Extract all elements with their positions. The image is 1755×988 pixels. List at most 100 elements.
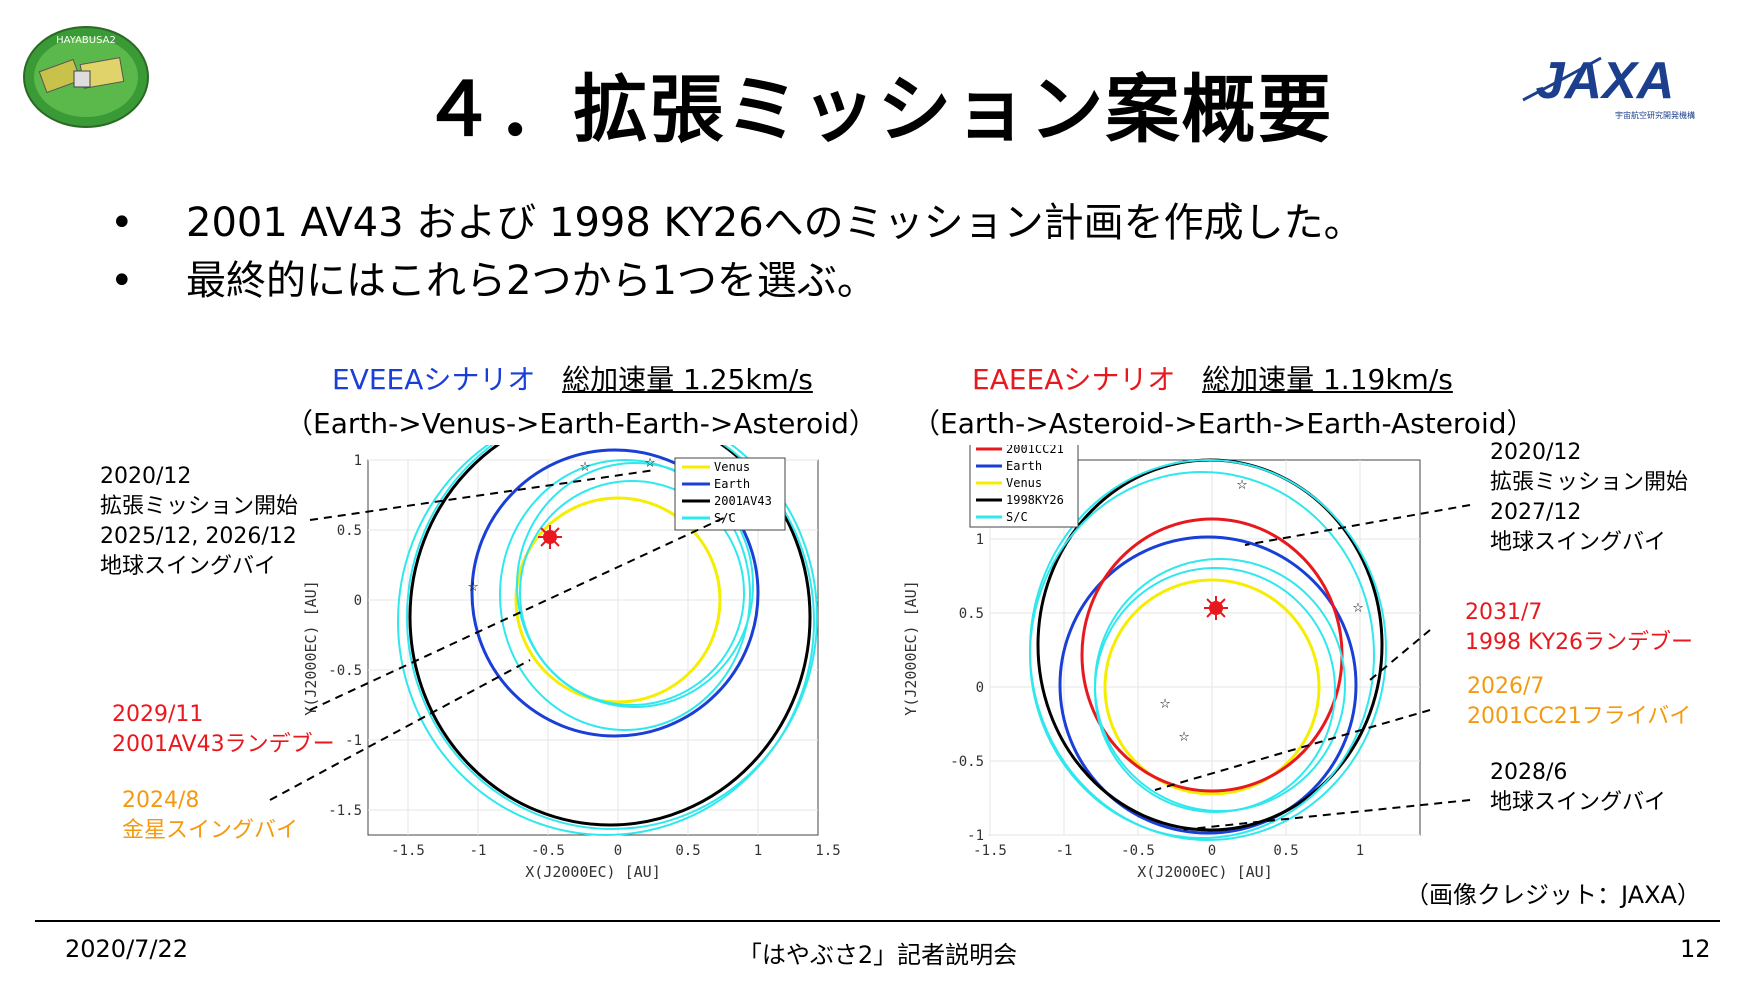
left-orbit-sc — [406, 445, 818, 830]
right-plot-heading: EAEEAシナリオ 総加速量 1.19km/s — [972, 358, 1453, 398]
right-xtick: -1 — [1056, 843, 1073, 859]
jaxa-logo: JAXA 宇宙航空研究開発機構 — [1505, 38, 1705, 138]
left-ytick: -1.5 — [328, 803, 362, 819]
right-orbit-sc — [1094, 558, 1346, 812]
right-ylabel: Y(J2000EC) [AU] — [902, 580, 920, 715]
note-line: 2028/6 — [1490, 760, 1568, 785]
right-legend-entry: S/C — [1006, 510, 1028, 524]
hayabusa2-logo: HAYABUSA2 — [22, 25, 150, 129]
right-xtick: 1 — [1356, 843, 1364, 859]
right-ytick: 0 — [976, 680, 984, 696]
left-orbit-sc — [519, 480, 745, 706]
left-event-star-icon: ☆ — [645, 451, 656, 472]
right-xtick: -1.5 — [973, 843, 1007, 859]
left-scenario-name: EVEEAシナリオ — [332, 363, 536, 396]
right-ytick: -0.5 — [950, 754, 984, 770]
right-plot-sequence: （Earth->Asteroid->Earth->Earth-Asteroid） — [912, 407, 1535, 440]
bullet-1: • 2001 AV43 および 1998 KY26へのミッション計画を作成した。 — [110, 190, 1364, 248]
right-event-star-icon: ☆ — [1237, 473, 1248, 494]
note-line: 地球スイングバイ — [1490, 530, 1667, 555]
right-event-star-icon: ☆ — [1353, 596, 1364, 617]
note-line: 2025/12, 2026/12 — [100, 524, 297, 549]
left-xtick: -1.5 — [391, 843, 425, 859]
left-legend-entry: S/C — [714, 511, 736, 525]
left-xtick: 0 — [614, 843, 622, 859]
right-note-rendezvous: 2031/7 1998 KY26ランデブー — [1465, 598, 1693, 658]
bullet-dot-icon: • — [110, 200, 134, 246]
right-ytick: -1 — [967, 828, 984, 844]
left-xtick: 0.5 — [675, 843, 700, 859]
left-orbit-sc — [516, 462, 754, 708]
image-credit: （画像クレジット：JAXA） — [1405, 881, 1701, 909]
left-event-star-icon: ☆ — [580, 455, 591, 476]
note-line: 拡張ミッション開始 — [100, 494, 299, 519]
footer-event: 「はやぶさ2」記者説明会 — [737, 941, 1018, 969]
left-plot-sequence: （Earth->Venus->Earth-Earth->Asteroid） — [285, 407, 877, 440]
left-ytick: 0.5 — [337, 523, 362, 539]
right-legend-entry: 1998KY26 — [1006, 493, 1064, 507]
left-ytick: -0.5 — [328, 663, 362, 679]
note-line: 2020/12 — [1490, 440, 1582, 465]
left-ytick: -1 — [345, 733, 362, 749]
right-legend-entry: 2001CC21 — [1006, 445, 1064, 456]
bullet-1-text: 2001 AV43 および 1998 KY26へのミッション計画を作成した。 — [186, 200, 1364, 246]
left-note-extension: 2020/12 拡張ミッション開始 2025/12, 2026/12 地球スイン… — [100, 462, 298, 582]
left-xtick: -0.5 — [531, 843, 565, 859]
note-line: 地球スイングバイ — [1490, 790, 1667, 815]
right-event-star-icon: ☆ — [1179, 725, 1190, 746]
left-delta-v: 総加速量 1.25km/s — [562, 363, 813, 396]
left-xlabel: X(J2000EC) [AU] — [525, 863, 660, 881]
left-xtick: 1.5 — [815, 843, 840, 859]
right-xlabel: X(J2000EC) [AU] — [1137, 863, 1272, 881]
slide-title: ４．拡張ミッション案概要 — [421, 67, 1334, 153]
right-delta-v: 総加速量 1.19km/s — [1202, 363, 1453, 396]
right-orbit-venus — [1103, 578, 1321, 796]
left-ytick: 1 — [354, 453, 362, 469]
left-orbit-sc — [397, 445, 815, 836]
right-legend-entry: Earth — [1006, 459, 1042, 473]
note-line: 1998 KY26ランデブー — [1465, 630, 1694, 655]
jaxa-logo-subtext: 宇宙航空研究開発機構 — [1615, 110, 1695, 120]
left-note-rendezvous: 2029/11 2001AV43ランデブー — [112, 700, 335, 760]
left-plot-heading: EVEEAシナリオ 総加速量 1.25km/s — [332, 358, 813, 398]
left-legend-entry: Earth — [714, 477, 750, 491]
right-note-swingby: 2028/6 地球スイングバイ — [1490, 758, 1666, 818]
bullet-2: • 最終的にはこれら2つから1つを選ぶ。 — [110, 248, 877, 306]
left-orbit-earth — [470, 448, 760, 738]
right-orbit-plot: -1.5 -1 -0.5 0 0.5 1 1 0.5 0 -0.5 -1 X(J… — [902, 445, 1421, 881]
right-legend-entry: Venus — [1006, 476, 1042, 490]
note-line: 2031/7 — [1465, 600, 1543, 625]
hayabusa2-logo-text: HAYABUSA2 — [56, 35, 116, 46]
bullet-2-text: 最終的にはこれら2つから1つを選ぶ。 — [186, 258, 877, 304]
note-line: 2020/12 — [100, 464, 192, 489]
right-xtick: -0.5 — [1121, 843, 1155, 859]
left-event-star-icon: ☆ — [468, 575, 479, 596]
right-note-flyby: 2026/7 2001CC21フライバイ — [1467, 672, 1691, 732]
note-line: 2001CC21フライバイ — [1467, 704, 1692, 729]
right-note-extension: 2020/12 拡張ミッション開始 2027/12 地球スイングバイ — [1490, 438, 1688, 558]
right-orbit-earth — [1058, 535, 1358, 835]
note-line: 地球スイングバイ — [100, 554, 277, 579]
left-orbit-asteroid — [408, 445, 812, 827]
left-legend-entry: 2001AV43 — [714, 494, 772, 508]
left-ylabel: Y(J2000EC) [AU] — [302, 580, 320, 715]
left-note-venus-swingby: 2024/8 金星スイングバイ — [122, 786, 298, 846]
right-xtick: 0 — [1208, 843, 1216, 859]
footer-page-number: 12 — [1680, 935, 1711, 963]
left-xtick: -1 — [470, 843, 487, 859]
left-legend-entry: Venus — [714, 460, 750, 474]
left-ytick: 0 — [354, 593, 362, 609]
left-xtick: 1 — [754, 843, 762, 859]
note-line: 2001AV43ランデブー — [112, 732, 335, 757]
right-ytick: 1 — [976, 532, 984, 548]
right-event-star-icon: ☆ — [1160, 692, 1171, 713]
note-line: 拡張ミッション開始 — [1490, 470, 1689, 495]
right-xtick: 0.5 — [1273, 843, 1298, 859]
right-scenario-name: EAEEAシナリオ — [972, 363, 1176, 396]
footer-date: 2020/7/22 — [65, 935, 189, 963]
left-orbit-sc — [499, 459, 751, 731]
right-orbit-sc — [1029, 471, 1375, 839]
right-ytick: 0.5 — [959, 606, 984, 622]
note-line: 金星スイングバイ — [122, 818, 299, 843]
